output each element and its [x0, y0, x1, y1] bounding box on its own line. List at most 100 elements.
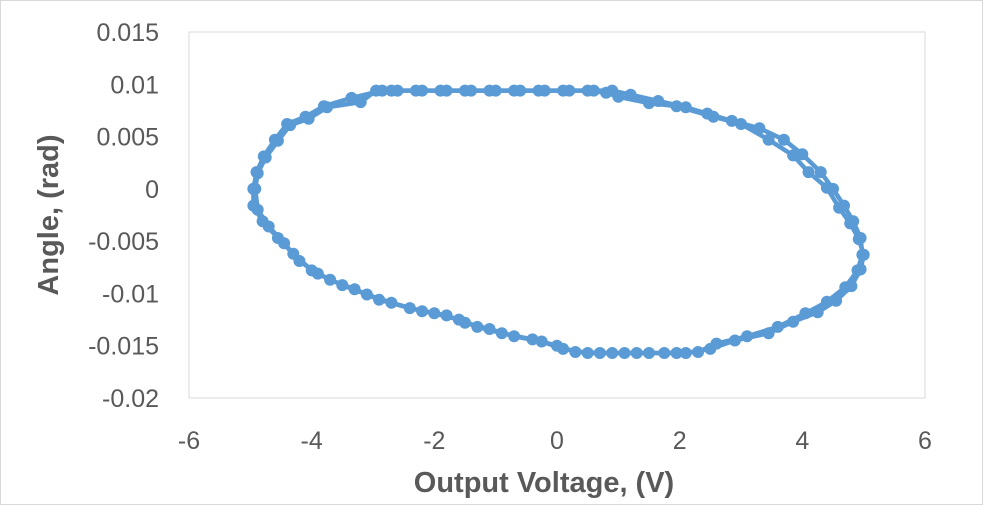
data-point [624, 88, 637, 101]
data-point [311, 267, 324, 280]
y-tick-label: 0.005 [96, 124, 159, 152]
data-point [762, 327, 775, 340]
data-point [557, 342, 570, 355]
data-point [845, 280, 858, 293]
data-point [293, 255, 306, 267]
data-point [771, 320, 784, 333]
data-point [704, 342, 717, 355]
data-point [820, 295, 833, 308]
data-point [416, 305, 429, 318]
data-point [679, 347, 692, 359]
data-point [271, 134, 284, 147]
data-point [370, 84, 383, 97]
y-tick-label: -0.005 [88, 228, 159, 256]
data-point [762, 133, 775, 146]
data-point [569, 346, 582, 358]
data-point [692, 346, 705, 358]
data-point [459, 316, 471, 329]
plot-area [188, 31, 926, 399]
data-point [251, 203, 264, 216]
x-axis-title: Output Voltage, (V) [414, 467, 674, 499]
data-point [670, 100, 683, 113]
data-point [799, 307, 812, 320]
data-point [508, 330, 521, 343]
data-point [345, 91, 358, 104]
data-point [652, 95, 665, 107]
data-point [728, 334, 741, 347]
data-point [725, 114, 738, 127]
data-point [802, 166, 815, 179]
data-point [679, 101, 692, 114]
data-point [532, 84, 545, 97]
data-point [630, 347, 643, 359]
data-point [459, 84, 471, 97]
data-point [811, 306, 824, 319]
data-point [557, 84, 570, 97]
data-point [658, 347, 671, 359]
y-tick-label: -0.02 [102, 385, 159, 413]
data-point [262, 220, 275, 233]
data-point [251, 167, 264, 180]
data-point [403, 302, 416, 315]
data-point [385, 84, 398, 97]
data-series [247, 84, 870, 359]
data-point [434, 84, 447, 97]
data-point [593, 347, 606, 359]
data-point [526, 333, 539, 346]
data-point [483, 323, 496, 335]
data-point [753, 122, 766, 135]
data-point [643, 97, 655, 110]
data-point [259, 151, 272, 164]
data-point [741, 330, 754, 343]
x-tick-label: 0 [550, 427, 564, 455]
data-point [830, 294, 843, 307]
data-point [354, 96, 367, 109]
data-point [777, 133, 790, 146]
data-point [321, 101, 333, 114]
data-point [735, 118, 747, 130]
data-point [618, 347, 631, 359]
data-point [796, 148, 809, 161]
data-point [787, 149, 800, 162]
x-tick-label: -6 [178, 427, 200, 455]
data-point [833, 201, 846, 214]
data-point [348, 283, 361, 296]
x-tick-label: -2 [423, 427, 445, 455]
data-point [495, 327, 508, 340]
x-tick-label: 4 [795, 427, 809, 455]
data-point [278, 237, 291, 250]
data-point [820, 181, 833, 194]
data-point [707, 110, 720, 123]
data-point [606, 347, 619, 359]
data-point [428, 307, 441, 320]
data-point [385, 296, 398, 309]
data-point [508, 84, 521, 97]
y-tick-label: -0.01 [102, 280, 159, 308]
data-point [670, 347, 683, 359]
data-point [471, 320, 484, 333]
data-point [302, 112, 315, 125]
data-point [440, 309, 453, 322]
data-point [324, 273, 337, 286]
x-tick-label: -4 [301, 427, 323, 455]
x-tick-labels: -6 -4 -2 0 2 4 6 [178, 427, 932, 455]
data-point [249, 182, 262, 195]
data-point [284, 119, 297, 132]
data-point [373, 293, 386, 306]
data-point [854, 263, 867, 276]
y-tick-labels: 0.015 0.01 0.005 0 -0.005 -0.01 -0.015 -0.02 [88, 19, 159, 413]
y-tick-label: -0.015 [88, 333, 159, 361]
data-point [336, 279, 349, 292]
data-point [643, 347, 655, 359]
x-tick-label: 6 [918, 427, 932, 455]
data-point [600, 86, 613, 99]
y-tick-label: 0.01 [110, 71, 159, 99]
data-point [409, 84, 422, 97]
data-point [844, 217, 857, 230]
data-point [581, 84, 594, 97]
data-point [814, 166, 827, 179]
y-axis-title: Angle, (rad) [33, 134, 65, 295]
x-tick-label: 2 [673, 427, 687, 455]
data-point [852, 233, 865, 246]
